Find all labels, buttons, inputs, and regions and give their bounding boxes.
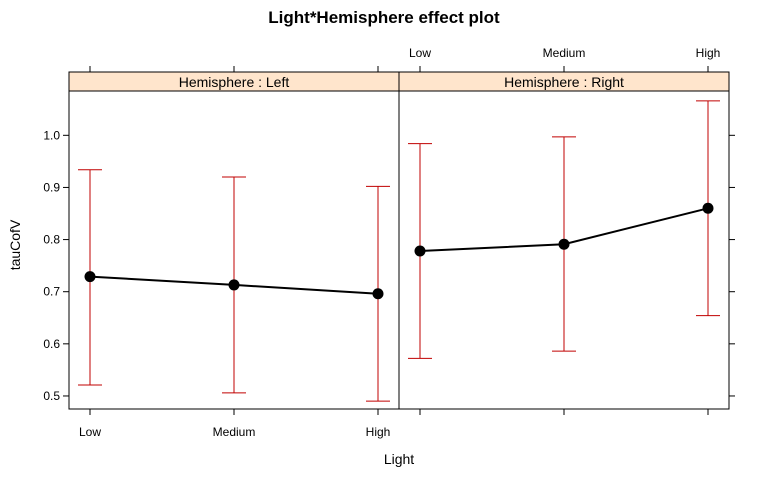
x-tick-label: High bbox=[696, 46, 721, 60]
data-point bbox=[228, 279, 240, 291]
data-point bbox=[84, 271, 96, 283]
strip-label: Hemisphere : Left bbox=[179, 74, 290, 90]
data-point bbox=[372, 288, 384, 300]
strip-label: Hemisphere : Right bbox=[504, 74, 624, 90]
y-tick-label: 1.0 bbox=[43, 128, 60, 142]
x-tick-label: Medium bbox=[213, 425, 256, 439]
x-tick-label: High bbox=[366, 425, 391, 439]
x-tick-label: Low bbox=[79, 425, 101, 439]
chart-title: Light*Hemisphere effect plot bbox=[268, 8, 500, 27]
panel-left: Hemisphere : Left Low Medium High bbox=[68, 66, 400, 439]
y-tick-label: 0.8 bbox=[43, 233, 60, 247]
y-tick-label: 0.5 bbox=[43, 389, 60, 403]
y-axis-label: tauCofV bbox=[7, 219, 23, 270]
y-tick-label: 0.6 bbox=[43, 337, 60, 351]
x-tick-label: Medium bbox=[543, 46, 586, 60]
x-tick-label: Low bbox=[409, 46, 431, 60]
data-point bbox=[702, 202, 714, 214]
data-point bbox=[414, 245, 426, 257]
y-tick-label: 0.9 bbox=[43, 180, 60, 194]
y-tick-label: 0.7 bbox=[43, 285, 60, 299]
panel-right: Hemisphere : Right Low Medium High bbox=[398, 46, 730, 415]
data-point bbox=[558, 238, 570, 250]
x-axis-label: Light bbox=[384, 451, 414, 467]
